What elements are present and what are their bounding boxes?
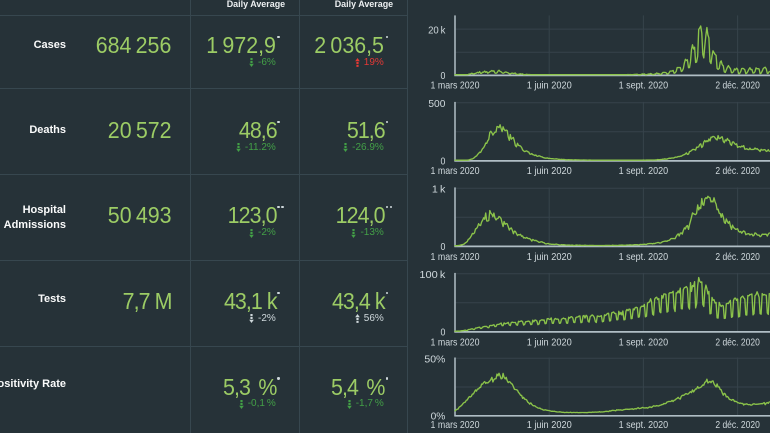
svg-text:1 juin 2020: 1 juin 2020	[527, 81, 572, 92]
svg-text:20 k: 20 k	[428, 25, 446, 36]
svg-text:1 mars 2020: 1 mars 2020	[431, 338, 480, 349]
svg-text:0: 0	[441, 71, 446, 82]
svg-text:1 juin 2020: 1 juin 2020	[527, 166, 572, 177]
svg-text:2 déc. 2020: 2 déc. 2020	[715, 166, 760, 177]
svg-text:1 k: 1 k	[432, 185, 446, 196]
svg-text:1 mars 2020: 1 mars 2020	[431, 420, 480, 431]
svg-text:1 sept. 2020: 1 sept. 2020	[619, 338, 669, 349]
svg-text:100 k: 100 k	[419, 270, 446, 281]
svg-text:2 déc. 2020: 2 déc. 2020	[715, 81, 760, 92]
svg-text:1 mars 2020: 1 mars 2020	[431, 166, 480, 177]
svg-text:50%: 50%	[424, 355, 445, 366]
svg-text:1 juin 2020: 1 juin 2020	[527, 420, 572, 431]
svg-text:1 sept. 2020: 1 sept. 2020	[619, 166, 669, 177]
svg-text:1 juin 2020: 1 juin 2020	[527, 252, 572, 263]
svg-text:1 mars 2020: 1 mars 2020	[431, 81, 480, 92]
svg-text:0: 0	[441, 242, 446, 253]
svg-text:1 sept. 2020: 1 sept. 2020	[619, 420, 669, 431]
svg-text:0: 0	[441, 157, 446, 168]
svg-text:2 déc. 2020: 2 déc. 2020	[715, 252, 760, 263]
svg-text:2 déc. 2020: 2 déc. 2020	[715, 420, 760, 431]
svg-text:2 déc. 2020: 2 déc. 2020	[715, 338, 760, 349]
svg-text:1 sept. 2020: 1 sept. 2020	[619, 81, 669, 92]
svg-text:1 mars 2020: 1 mars 2020	[431, 252, 480, 263]
svg-text:1 sept. 2020: 1 sept. 2020	[619, 252, 669, 263]
svg-text:1 juin 2020: 1 juin 2020	[527, 338, 572, 349]
svg-text:0%: 0%	[431, 411, 446, 422]
svg-text:500: 500	[428, 99, 445, 110]
svg-text:0: 0	[441, 328, 446, 339]
